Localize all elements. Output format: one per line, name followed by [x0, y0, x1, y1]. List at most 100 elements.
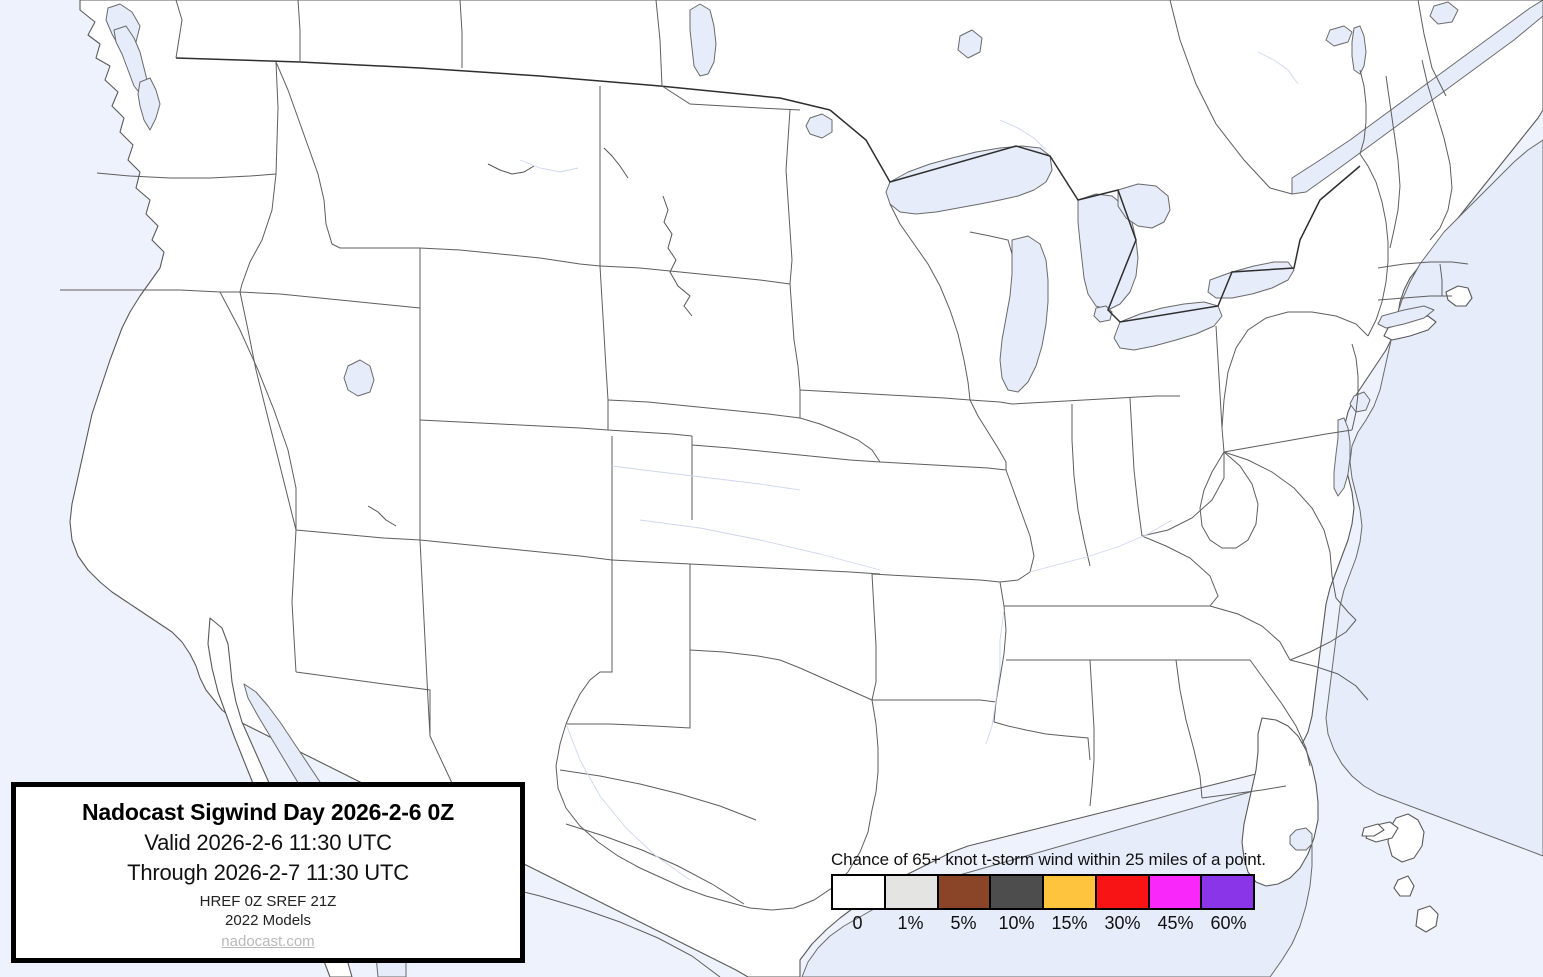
in-oh-border — [1129, 397, 1143, 537]
missouri-river — [662, 195, 693, 317]
nm-tx-border — [565, 560, 613, 725]
saint-lawrence-river — [1291, 0, 1543, 195]
il-in-border — [1071, 404, 1091, 567]
wy-sd-ne-border — [599, 265, 609, 430]
id-ut-nv-border — [239, 291, 421, 309]
wa-id-border — [275, 61, 279, 175]
nj-pa-border — [1351, 343, 1359, 431]
nadocast-link[interactable]: nadocast.com — [221, 933, 315, 950]
ontario-quebec-border — [1169, 0, 1293, 195]
mo-il-ky-border — [999, 469, 1035, 583]
legend-caption: Chance of 65+ knot t-storm wind within 2… — [831, 850, 1266, 869]
puget-sound — [137, 77, 161, 131]
legend-swatch-30pct — [1096, 876, 1150, 908]
legend-label-15pct: 15% — [1051, 913, 1088, 933]
bahamas-island-cat — [1393, 875, 1415, 897]
legend-swatch-60pct — [1202, 876, 1253, 908]
legend-colorbar — [831, 874, 1255, 910]
ny-vt-nh-border — [1359, 69, 1367, 155]
mn-wi-border — [889, 203, 971, 401]
arkansas-river — [639, 519, 881, 571]
mn-iowa-border — [799, 389, 971, 401]
nd-mn-border — [785, 109, 793, 285]
probability-legend: Chance of 65+ knot t-storm wind within 2… — [831, 850, 1266, 934]
legend-swatch-15pct — [1044, 876, 1097, 908]
forecast-through-line: Through 2026-2-7 11:30 UTC — [127, 860, 409, 885]
va-nc-border — [1289, 619, 1357, 661]
columbia-river — [487, 163, 535, 175]
quebec-newbrunswick-border — [1417, 0, 1447, 97]
ok-ar-border — [871, 573, 877, 701]
forecast-models-year: 2022 Models — [225, 912, 311, 929]
north-america-landmass — [69, 0, 1543, 977]
oh-pa-border — [1215, 325, 1225, 453]
atlantic-ocean — [1325, 139, 1543, 857]
ky-va-wv-border — [1141, 535, 1219, 607]
ar-la-border — [872, 699, 997, 703]
vt-nh-border — [1385, 75, 1401, 249]
red-river-north — [603, 147, 629, 179]
ks-north-border — [691, 444, 881, 463]
wa-or-border — [96, 172, 277, 179]
delaware-bay — [1349, 391, 1371, 413]
lake-michigan — [999, 235, 1049, 393]
lake-nipigon — [957, 29, 983, 59]
landmass-group — [69, 0, 1543, 977]
wi-il-border — [969, 399, 1013, 405]
bahamas-island-small — [1415, 905, 1439, 933]
pa-md-border — [1223, 429, 1353, 453]
lake-canada-north-1 — [1325, 25, 1353, 47]
legend-label-5pct: 5% — [950, 913, 977, 933]
wv-outline — [1199, 451, 1259, 549]
cape-cod — [1445, 285, 1473, 307]
wi-mi-border — [969, 231, 1013, 255]
az-mexico-border — [295, 671, 431, 736]
forecast-title: Nadocast Sigwind Day 2026-2-6 0Z — [82, 799, 454, 825]
lake-canada-north-2 — [1429, 1, 1459, 25]
la-ms-border — [993, 721, 1091, 761]
legend-label-10pct: 10% — [998, 913, 1035, 933]
co-ne-ks-border — [607, 429, 693, 437]
bc-alberta-border — [175, 0, 183, 59]
lake-winnipeg — [689, 3, 717, 77]
mexico-state-border-3 — [565, 823, 745, 905]
snake-river — [367, 505, 397, 527]
state-borders-group — [60, 0, 1469, 977]
iowa-il-border — [969, 399, 1007, 470]
or-ca-border — [60, 289, 221, 293]
ohio-river — [1029, 519, 1173, 573]
legend-swatch-10pct — [991, 876, 1044, 908]
legend-swatch-0 — [833, 876, 886, 908]
mexico-state-border-4 — [499, 885, 721, 977]
lake-superior — [885, 145, 1053, 215]
legend-label-45pct: 45% — [1157, 913, 1194, 933]
va-wv-md-border — [1223, 451, 1357, 621]
legend-swatch-1pct — [885, 876, 939, 908]
bimini-island — [1361, 823, 1385, 837]
alberta-sask-border — [297, 0, 301, 62]
canada-river-1 — [519, 159, 579, 173]
az-nm-border — [419, 539, 431, 737]
canada-river-2 — [1257, 51, 1299, 85]
id-mt-border — [275, 61, 420, 249]
wy-co-border — [419, 419, 609, 431]
mississippi-river-lower — [985, 609, 1005, 745]
lake-okeechobee — [1289, 827, 1313, 851]
ct-ny-border — [1377, 295, 1452, 301]
platte-river — [611, 465, 801, 491]
sd-ne-border — [607, 399, 801, 419]
legend-tick-labels: 0 1% 5% 10% 15% 30% 45% 60% — [831, 913, 1255, 934]
nh-me-border — [1421, 59, 1453, 241]
ga-sc-border — [1249, 659, 1311, 767]
nc-sc-border — [1289, 659, 1369, 701]
ca-nv-border — [219, 291, 297, 530]
iowa-mo-border — [879, 461, 1007, 471]
ms-al-border — [1089, 659, 1095, 807]
legend-label-0: 0 — [852, 913, 863, 933]
rivers-group — [367, 51, 1299, 881]
ri-ct-border — [1439, 263, 1443, 296]
mt-wy-border — [419, 247, 601, 267]
legend-label-1pct: 1% — [897, 913, 924, 933]
pa-ny-border — [1221, 311, 1369, 429]
